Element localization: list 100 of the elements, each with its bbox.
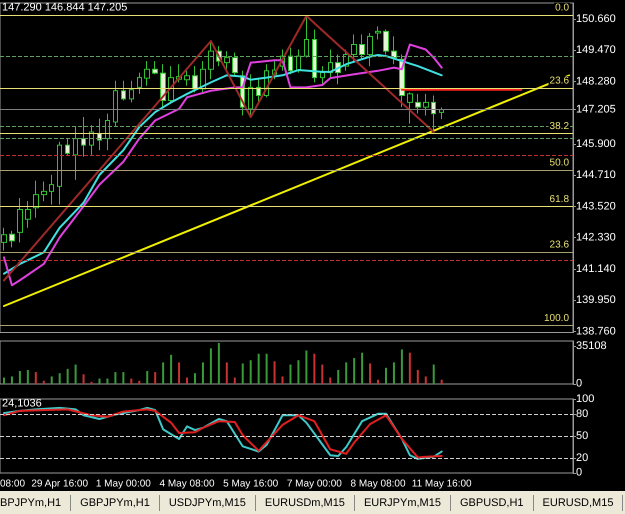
bar <box>384 368 387 384</box>
candlestick <box>25 200 31 228</box>
bar <box>50 376 53 384</box>
candlestick <box>152 60 158 75</box>
bar <box>250 360 252 384</box>
bar <box>424 376 427 384</box>
annotation: 38.2 <box>550 120 570 132</box>
annotation: 100.0 <box>544 312 570 324</box>
bar <box>400 349 403 384</box>
bar <box>266 354 268 384</box>
candlestick <box>423 93 429 116</box>
bar <box>297 360 300 384</box>
candlestick <box>9 230 15 248</box>
bar <box>146 371 148 384</box>
candlestick <box>232 52 238 76</box>
candlestick <box>415 93 421 114</box>
bar <box>210 348 212 384</box>
text: EURUSDm,M15 <box>256 494 355 510</box>
x-tick-label: 1 May 00:00 <box>96 478 152 490</box>
x-tick-label: 7 May 00:00 <box>286 478 342 490</box>
candlestick <box>49 174 54 206</box>
text: USDJPYm,M15 <box>160 494 256 510</box>
candlestick <box>129 80 134 103</box>
candlestick <box>248 74 253 118</box>
y-tick-label: 148.280 <box>576 75 616 88</box>
y-tick-label: 50 <box>576 430 588 442</box>
x-tick-label: 11 May 16:00 <box>412 478 472 490</box>
bar <box>258 354 260 384</box>
x-tick-label: 29 Apr 16:00 <box>31 478 88 490</box>
bar <box>26 370 29 384</box>
bar <box>337 370 340 384</box>
candlestick <box>73 126 78 180</box>
bar <box>138 380 140 384</box>
x-tick-label: 5 May 16:00 <box>223 478 279 490</box>
bar <box>178 362 180 384</box>
y-tick-label: 144.710 <box>576 169 616 182</box>
candlestick <box>192 66 198 93</box>
bar <box>114 372 116 384</box>
bar <box>162 362 164 384</box>
y-tick-label: 142.330 <box>576 232 616 244</box>
text: BPJPYm,H1 <box>0 494 72 510</box>
candlestick <box>184 70 190 86</box>
bar <box>170 354 172 384</box>
bar <box>282 376 284 384</box>
bar <box>122 372 124 384</box>
candlestick <box>144 60 150 86</box>
candlestick <box>33 180 39 218</box>
bar <box>130 378 132 384</box>
candlestick <box>81 116 86 158</box>
candlestick <box>391 36 397 65</box>
x-tick-label: 8 May 08:00 <box>350 478 406 490</box>
bar <box>329 378 332 384</box>
y-tick-label: 0 <box>576 378 582 390</box>
bar <box>42 380 45 384</box>
candlestick <box>208 40 214 80</box>
candlestick <box>121 80 126 101</box>
bar <box>361 352 364 384</box>
text: EURJPYm,M15 <box>354 494 451 510</box>
bar <box>377 380 380 384</box>
candlestick <box>97 118 102 151</box>
bar <box>408 352 411 384</box>
bar <box>345 362 348 384</box>
y-tick-label: 20 <box>576 452 588 464</box>
bar <box>194 373 196 384</box>
y-tick-label: 150.660 <box>576 12 616 25</box>
bar <box>289 364 292 384</box>
bar <box>416 370 419 384</box>
candlestick <box>256 78 261 103</box>
candlestick <box>312 29 317 83</box>
text: GBPUSD,H1 <box>450 494 534 510</box>
candlestick <box>65 138 70 156</box>
y-tick-label: 143.520 <box>576 200 616 212</box>
bar <box>154 372 156 384</box>
candlestick <box>359 34 365 60</box>
candlestick <box>383 29 389 56</box>
bar <box>440 380 443 384</box>
bar <box>226 362 228 384</box>
y-tick-label: 145.900 <box>576 138 616 150</box>
bar <box>234 378 236 384</box>
bar <box>218 342 220 384</box>
bar <box>34 372 37 384</box>
bar <box>321 364 324 384</box>
y-tick-label: 80 <box>576 408 588 420</box>
annotation: 50.0 <box>550 158 570 169</box>
bar <box>58 373 61 384</box>
annotation: 24,1036 <box>2 398 42 410</box>
bar <box>2 378 5 384</box>
bar <box>202 362 204 384</box>
candlestick <box>113 80 118 128</box>
candlestick <box>137 72 142 94</box>
candlestick <box>224 50 230 72</box>
bar <box>369 363 372 384</box>
bar <box>313 354 316 384</box>
annotation: 0.0 <box>555 2 570 14</box>
candlestick <box>105 113 110 151</box>
candlestick <box>351 34 357 62</box>
candlestick <box>431 95 436 133</box>
annotation: 23.6 <box>550 240 570 251</box>
annotation: 61.8 <box>550 194 570 206</box>
bar <box>98 378 100 384</box>
